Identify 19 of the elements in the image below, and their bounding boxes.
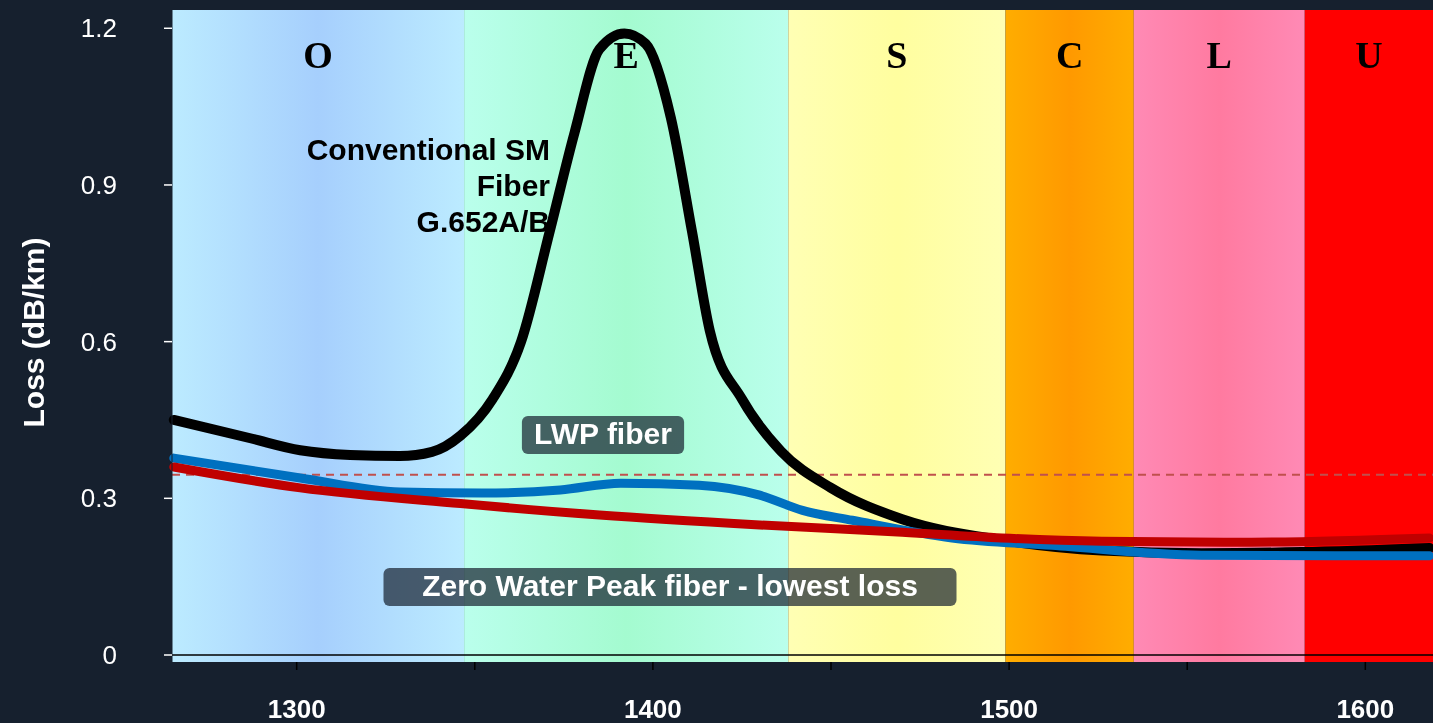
band-label: S [886, 34, 908, 76]
band-label: O [303, 34, 333, 76]
band-label: U [1355, 34, 1383, 76]
x-tick-label: 1300 [267, 694, 326, 723]
series-label: Zero Water Peak fiber - lowest loss [422, 569, 918, 602]
x-tick-label: 1400 [623, 694, 682, 723]
y-tick-label: 0.9 [80, 169, 117, 200]
band-label: L [1206, 34, 1232, 76]
x-tick-label: 1600 [1336, 694, 1395, 723]
x-tick-label: 1500 [980, 694, 1039, 723]
y-axis-title: Loss (dB/km) [17, 237, 50, 428]
y-tick-label: 0 [102, 640, 117, 670]
y-tick-label: 1.2 [80, 13, 117, 44]
band-label: E [613, 34, 639, 76]
y-tick-label: 0.6 [80, 326, 117, 357]
band-label: C [1055, 34, 1084, 76]
y-tick-label: 0.3 [80, 483, 117, 514]
series-label: Conventional SM Fiber G.652A/B [306, 133, 551, 238]
series-label: LWP fiber [534, 417, 673, 450]
